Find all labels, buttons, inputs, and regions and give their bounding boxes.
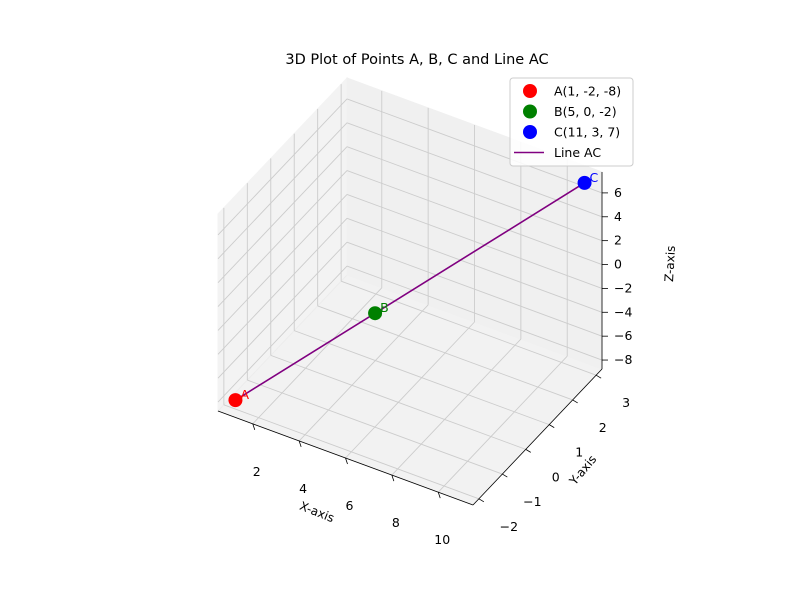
y-tick — [525, 449, 531, 453]
z-tick-label: −6 — [614, 328, 632, 343]
legend-marker — [523, 125, 537, 139]
point-c — [577, 175, 592, 190]
z-tick-label: −4 — [614, 304, 632, 319]
z-grid-back — [346, 170, 603, 265]
x-tick-label: 8 — [392, 515, 400, 530]
z-axis-label: Z-axis — [662, 245, 678, 282]
z-grid-back — [346, 241, 603, 337]
x-tick — [345, 457, 348, 465]
z-grid-left — [217, 98, 348, 236]
z-grid-left — [217, 170, 348, 307]
x-grid-floor — [437, 355, 568, 493]
x-tick-label: 6 — [346, 498, 354, 513]
x-tick — [298, 440, 302, 448]
x-tick-label: 10 — [434, 532, 450, 547]
x-tick — [391, 474, 395, 482]
legend-marker — [523, 84, 537, 98]
z-grid-back — [346, 265, 603, 361]
point-label-a: A — [240, 387, 249, 402]
x-grid-floor — [298, 304, 429, 442]
y-grid-floor — [340, 280, 597, 376]
z-grid-left — [217, 146, 348, 283]
z-tick-label: −8 — [614, 352, 632, 367]
y-tick-label: 2 — [599, 420, 607, 435]
y-tick — [478, 498, 485, 503]
legend-label: C(11, 3, 7) — [554, 125, 620, 140]
y-tick-label: −1 — [523, 494, 541, 509]
z-grid-left — [217, 217, 348, 355]
z-grid-back — [346, 122, 603, 218]
x-grid-floor — [345, 321, 475, 459]
z-tick-label: 4 — [614, 209, 622, 224]
x-grid-floor — [252, 287, 383, 425]
z-tick-label: 2 — [614, 233, 622, 248]
point-a — [228, 393, 243, 408]
y-tick-label: 3 — [622, 395, 630, 410]
x-tick-label: 4 — [299, 481, 307, 496]
z-grid-back — [346, 146, 603, 242]
legend-label: A(1, -2, -8) — [554, 84, 621, 99]
y-grid-floor — [294, 330, 550, 426]
z-grid-left — [217, 122, 348, 260]
x-grid-floor — [391, 338, 522, 476]
y-grid-floor — [223, 404, 480, 500]
legend-label: Line AC — [554, 145, 601, 160]
z-grid-back — [346, 193, 603, 289]
y-grid-floor — [247, 379, 503, 475]
z-grid-left — [217, 265, 348, 403]
x-tick — [252, 423, 256, 430]
point-label-b: B — [380, 300, 389, 315]
point-label-c: C — [590, 170, 599, 185]
y-tick — [549, 424, 555, 428]
z-grid-left — [217, 241, 348, 379]
z-tick-label: 0 — [614, 257, 622, 272]
y-tick — [502, 473, 508, 478]
grid-lines — [217, 84, 603, 500]
point-b — [368, 306, 383, 321]
z-tick-label: 6 — [614, 185, 622, 200]
chart-title: 3D Plot of Points A, B, C and Line AC — [285, 52, 548, 68]
y-axis-line — [472, 368, 603, 506]
y-tick-label: −2 — [500, 519, 518, 534]
legend-label: B(5, 0, -2) — [554, 104, 617, 119]
line-ac — [235, 182, 585, 401]
x-tick — [437, 492, 441, 499]
y-tick-label: 1 — [575, 445, 583, 460]
x-tick-label: 2 — [253, 464, 261, 479]
y-grid-floor — [270, 354, 526, 450]
z-tick-label: −2 — [614, 280, 632, 295]
z-grid-back — [346, 98, 603, 194]
y-tick-label: 0 — [552, 469, 560, 484]
z-grid-left — [217, 194, 348, 331]
y-tick — [595, 374, 602, 379]
z-grid-back — [346, 217, 603, 313]
legend-box — [509, 77, 634, 167]
legend: A(1, -2, -8) B(5, 0, -2) C(11, 3, 7) Line A… — [509, 77, 634, 167]
y-tick — [572, 399, 578, 404]
legend-marker — [523, 104, 537, 119]
data-layer: A B C — [228, 170, 599, 408]
